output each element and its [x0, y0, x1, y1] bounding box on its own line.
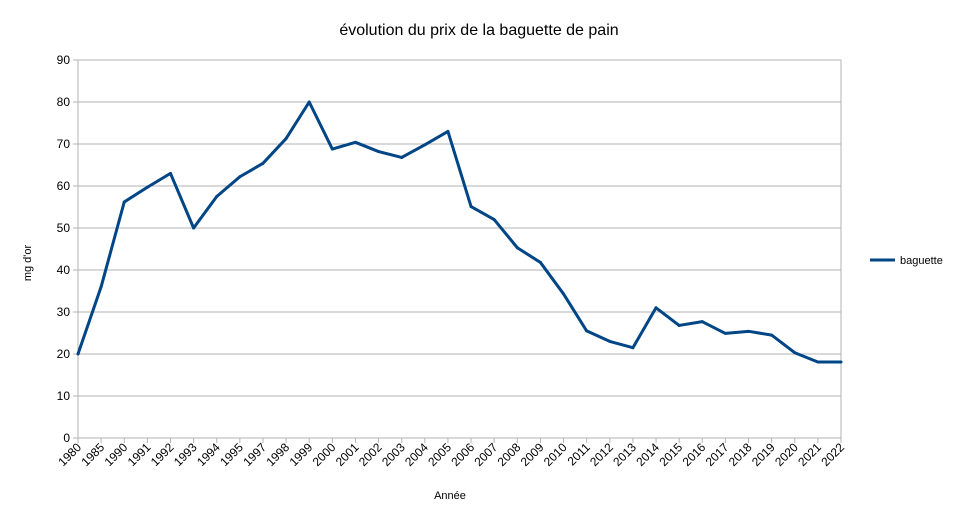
legend-label-baguette: baguette [900, 255, 943, 267]
data-point [747, 329, 751, 333]
x-tick-label: 1990 [102, 440, 131, 469]
x-tick-label: 2012 [587, 440, 616, 469]
series-line-baguette [76, 100, 841, 364]
data-point [307, 100, 311, 104]
data-point [423, 143, 427, 147]
data-point [839, 360, 843, 364]
y-tick-labels: 0 10 20 30 40 50 60 70 80 90 [57, 53, 78, 445]
x-tick-label: 2006 [448, 440, 477, 469]
legend: baguette [870, 255, 943, 267]
data-point [816, 360, 820, 364]
y-tick-label: 0 [63, 431, 70, 445]
data-point [400, 155, 404, 159]
x-tick-label: 2001 [333, 440, 362, 469]
y-tick-label: 90 [57, 53, 71, 67]
data-point [492, 218, 496, 222]
chart-title: évolution du prix de la baguette de pain [339, 22, 618, 39]
x-tick-label: 2015 [656, 440, 685, 469]
data-point [793, 351, 797, 355]
x-tick-label: 2008 [495, 440, 524, 469]
y-tick-label: 60 [57, 179, 71, 193]
data-point [608, 339, 612, 343]
data-point [562, 292, 566, 296]
data-point [377, 150, 381, 154]
x-tick-label: 2004 [402, 440, 431, 469]
x-tick-label: 2013 [610, 440, 639, 469]
x-tick-label: 2019 [749, 440, 778, 469]
data-point [284, 137, 288, 141]
y-tick-label: 40 [57, 263, 71, 277]
x-tick-label: 1991 [125, 440, 154, 469]
x-tick-label: 2000 [310, 440, 339, 469]
data-point [631, 346, 635, 350]
x-tick-label: 2017 [703, 440, 732, 469]
data-point [677, 323, 681, 327]
y-tick-label: 20 [57, 347, 71, 361]
x-tick-label: 1993 [171, 440, 200, 469]
x-tick-label: 2014 [633, 440, 662, 469]
x-tick-label: 1992 [148, 440, 177, 469]
data-point [723, 331, 727, 335]
data-point [238, 175, 242, 179]
x-tick-label: 2018 [726, 440, 755, 469]
y-tick-label: 80 [57, 95, 71, 109]
x-tick-label: 2002 [356, 440, 385, 469]
grid-lines [78, 59, 841, 439]
y-tick-label: 50 [57, 221, 71, 235]
x-tick-label: 2007 [472, 440, 501, 469]
data-point [585, 329, 589, 333]
y-axis-label: mg d'or [22, 244, 34, 281]
x-tick-label: 2020 [772, 440, 801, 469]
data-point [145, 185, 149, 189]
x-tick-label: 2022 [818, 440, 847, 469]
x-tick-label: 2021 [795, 440, 824, 469]
data-point [446, 129, 450, 133]
x-tick-label: 2005 [425, 440, 454, 469]
y-tick-label: 30 [57, 305, 71, 319]
x-tick-label: 2003 [379, 440, 408, 469]
data-point [353, 140, 357, 144]
plot-frame [77, 59, 842, 439]
x-axis-label: Année [434, 490, 466, 502]
x-tick-label: 1995 [217, 440, 246, 469]
x-tick-label: 2009 [518, 440, 547, 469]
data-point [76, 352, 80, 356]
x-tick-label: 2016 [680, 440, 709, 469]
data-point [538, 260, 542, 264]
x-tick-label: 1999 [287, 440, 316, 469]
y-tick-label: 70 [57, 137, 71, 151]
data-point [261, 161, 265, 165]
x-tick-label: 2010 [541, 440, 570, 469]
data-point [469, 205, 473, 209]
x-tick-label: 1980 [55, 440, 84, 469]
data-point [515, 246, 519, 250]
x-tick-label: 1985 [78, 440, 107, 469]
data-point [770, 333, 774, 337]
data-point [168, 171, 172, 175]
data-point [99, 285, 103, 289]
x-tick-label: 1997 [240, 440, 269, 469]
series-layer [76, 100, 843, 364]
x-tick-labels: 1980198519901991199219931994199519971998… [55, 438, 847, 469]
y-tick-label: 10 [57, 389, 71, 403]
x-tick-label: 1998 [263, 440, 292, 469]
x-tick-label: 2011 [565, 440, 593, 468]
x-tick-label: 1994 [194, 440, 223, 469]
data-point [215, 195, 219, 198]
data-point [330, 147, 334, 151]
data-point [122, 200, 126, 204]
data-point [700, 320, 704, 324]
data-point [654, 306, 658, 310]
data-point [192, 226, 196, 230]
